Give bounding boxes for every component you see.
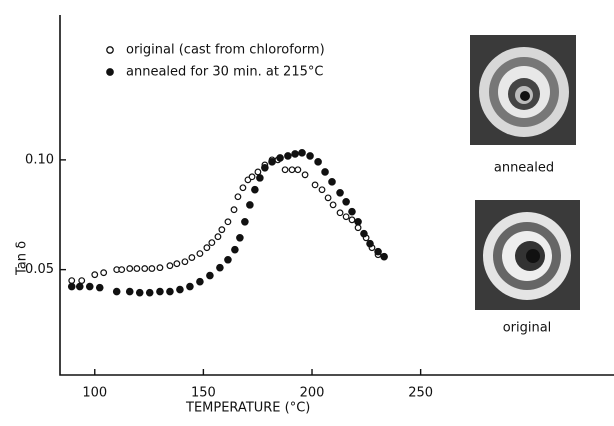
data-point xyxy=(68,277,76,285)
data-point xyxy=(100,269,108,277)
data-point xyxy=(145,288,154,297)
data-point xyxy=(342,198,350,206)
data-point xyxy=(133,265,141,272)
data-point xyxy=(196,250,204,258)
data-point xyxy=(188,254,196,261)
legend-marker xyxy=(106,68,114,76)
x-tick-label: 200 xyxy=(300,386,325,401)
data-point xyxy=(281,166,289,174)
y-axis-label: Tan δ xyxy=(15,241,30,276)
data-point xyxy=(318,186,326,194)
x-tick-label: 150 xyxy=(191,386,216,401)
data-point xyxy=(294,166,302,174)
data-point xyxy=(236,234,244,242)
legend-label: original (cast from chloroform) xyxy=(126,43,325,58)
data-point xyxy=(214,233,222,241)
data-point xyxy=(218,226,226,234)
data-point xyxy=(135,288,144,297)
data-point xyxy=(156,287,164,296)
data-point xyxy=(176,285,184,294)
data-point xyxy=(246,201,254,209)
legend-label: annealed for 30 min. at 215°C xyxy=(126,65,323,80)
data-point xyxy=(166,262,174,270)
inset-image xyxy=(475,200,580,310)
data-point xyxy=(173,260,181,268)
data-point xyxy=(231,245,239,254)
data-point xyxy=(239,184,247,192)
data-point xyxy=(118,266,126,274)
inset-label: annealed xyxy=(494,161,554,176)
data-point xyxy=(95,283,104,292)
data-point xyxy=(85,282,94,291)
data-point xyxy=(276,154,284,162)
data-point xyxy=(248,173,256,181)
data-point xyxy=(208,239,216,247)
data-point xyxy=(374,247,382,256)
x-axis-label: TEMPERATURE (°C) xyxy=(185,401,310,416)
data-point xyxy=(126,265,134,272)
data-point xyxy=(91,271,99,279)
data-point xyxy=(311,181,319,189)
data-point xyxy=(206,271,214,280)
data-point xyxy=(67,282,76,291)
data-point xyxy=(156,264,164,272)
data-point xyxy=(125,287,134,296)
data-point xyxy=(141,265,149,272)
legend-marker xyxy=(106,46,114,54)
data-point xyxy=(348,207,356,216)
data-point xyxy=(284,152,292,160)
data-point xyxy=(224,218,232,226)
axes xyxy=(59,15,614,376)
data-point xyxy=(78,277,86,285)
data-point xyxy=(324,194,332,202)
data-point xyxy=(261,163,269,172)
data-point xyxy=(342,213,350,221)
data-point xyxy=(230,206,238,214)
data-point xyxy=(298,149,306,157)
data-point xyxy=(75,282,84,291)
data-point xyxy=(366,239,374,248)
data-point xyxy=(291,150,299,158)
data-point xyxy=(354,217,362,226)
data-point xyxy=(203,244,211,252)
data-point xyxy=(380,252,388,261)
x-tick-label: 250 xyxy=(408,386,433,401)
data-point xyxy=(360,229,368,238)
data-point xyxy=(348,216,356,224)
x-tick-label: 100 xyxy=(82,386,107,401)
data-point xyxy=(196,277,204,286)
inset-label: original xyxy=(503,321,552,336)
y-tick-label: 0.10 xyxy=(25,152,54,167)
data-point xyxy=(234,193,242,201)
data-point xyxy=(301,171,309,179)
data-point xyxy=(112,287,121,296)
data-point xyxy=(148,265,156,272)
data-point xyxy=(288,166,296,174)
data-point xyxy=(328,178,336,186)
data-point xyxy=(216,263,224,272)
data-point xyxy=(251,185,259,194)
data-point xyxy=(256,174,264,182)
data-point xyxy=(224,255,232,264)
inset-image xyxy=(470,35,576,145)
data-point xyxy=(254,168,262,176)
data-point xyxy=(314,158,322,166)
data-point xyxy=(241,217,249,226)
data-point xyxy=(336,189,344,197)
y-tick-label: 0.05 xyxy=(25,262,54,277)
data-point xyxy=(306,152,314,160)
data-point xyxy=(166,287,174,296)
data-point xyxy=(321,168,329,176)
data-point xyxy=(186,282,194,291)
data-point xyxy=(268,158,276,166)
data-point xyxy=(329,201,337,209)
data-point xyxy=(354,224,362,232)
data-point xyxy=(336,209,344,217)
data-point xyxy=(181,258,189,266)
